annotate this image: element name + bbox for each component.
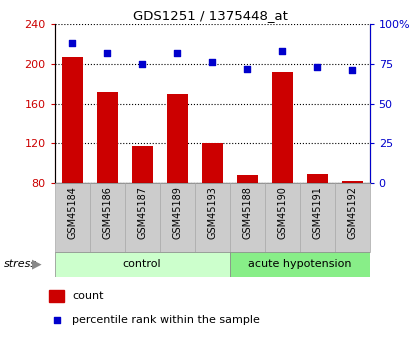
Bar [307, 174, 328, 183]
Bar [167, 93, 188, 183]
Bar [125, 183, 160, 252]
Text: GSM45184: GSM45184 [67, 186, 77, 239]
Point [244, 66, 250, 71]
Bar [50, 290, 64, 302]
Point [279, 48, 286, 54]
Point [69, 40, 76, 46]
Text: GSM45190: GSM45190 [277, 186, 287, 239]
Bar [55, 183, 89, 252]
Text: ▶: ▶ [32, 258, 42, 271]
Bar [265, 183, 299, 252]
Bar [194, 183, 230, 252]
Bar [97, 91, 118, 183]
Text: GSM45189: GSM45189 [172, 186, 182, 239]
Bar [160, 183, 194, 252]
Text: acute hypotension: acute hypotension [248, 259, 352, 269]
Text: GDS1251 / 1375448_at: GDS1251 / 1375448_at [133, 9, 287, 22]
Text: stress: stress [4, 259, 37, 269]
Point [209, 59, 215, 65]
Point [139, 61, 145, 67]
Text: count: count [72, 291, 104, 300]
Bar [335, 183, 370, 252]
Bar [89, 183, 125, 252]
Bar [230, 183, 265, 252]
Text: GSM45192: GSM45192 [347, 186, 357, 239]
Text: GSM45187: GSM45187 [137, 186, 147, 239]
Text: percentile rank within the sample: percentile rank within the sample [72, 315, 260, 325]
Text: GSM45186: GSM45186 [102, 186, 112, 239]
Point [174, 50, 181, 56]
Bar [236, 175, 257, 183]
Bar [272, 72, 293, 183]
Text: GSM45191: GSM45191 [312, 186, 322, 239]
Point [349, 67, 355, 73]
Bar [202, 143, 223, 183]
Bar [62, 57, 83, 183]
Point [314, 64, 320, 70]
Bar [341, 181, 362, 183]
Bar [55, 252, 230, 277]
Point [104, 50, 110, 56]
Bar [131, 146, 152, 183]
Bar [230, 252, 370, 277]
Text: GSM45193: GSM45193 [207, 186, 217, 239]
Bar [299, 183, 335, 252]
Text: GSM45188: GSM45188 [242, 186, 252, 239]
Text: control: control [123, 259, 161, 269]
Point [302, 195, 308, 201]
